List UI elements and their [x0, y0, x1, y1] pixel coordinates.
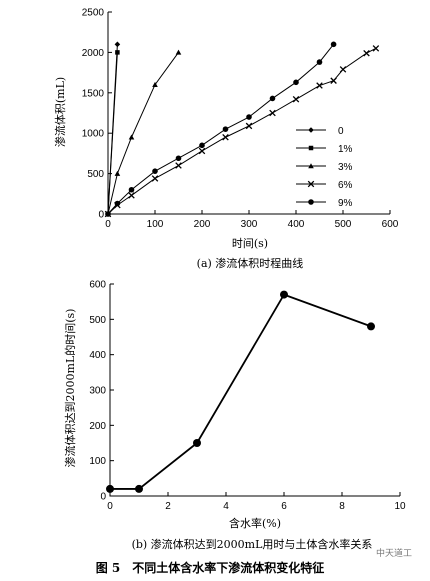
a-data-point	[128, 134, 135, 140]
a-data-point	[245, 122, 253, 130]
b-x-tick-label: 4	[223, 501, 229, 512]
chart-a-y-axis-label: 渗流体积(mL)	[53, 77, 67, 147]
legend-label: 9%	[338, 198, 353, 209]
b-data-point	[193, 439, 201, 447]
b-x-tick-label: 8	[339, 501, 345, 512]
a-y-tick-label: 1000	[82, 129, 105, 140]
b-data-point	[106, 484, 114, 493]
a-series-line	[107, 47, 377, 215]
watermark-text: 中天道工	[376, 547, 412, 559]
chart-b-series	[106, 290, 375, 493]
a-data-point	[222, 126, 229, 132]
a-x-tick-label: 600	[382, 219, 399, 230]
b-data-point	[135, 484, 143, 493]
a-data-point	[105, 211, 111, 217]
a-data-point	[175, 162, 182, 169]
a-data-point	[372, 45, 380, 52]
legend-marker	[308, 145, 314, 151]
chart-a: 0 100 200 300 400 500 60005001000150020002500 …	[53, 8, 399, 271]
chart-a-x-axis-label: 时间(s)	[232, 237, 268, 250]
a-data-point	[330, 77, 337, 84]
a-data-point	[175, 49, 182, 55]
a-series-9pct	[105, 41, 337, 217]
a-y-tick-label: 2500	[82, 8, 105, 19]
b-x-tick-label: 2	[165, 501, 171, 512]
a-y-tick-label: 1500	[82, 88, 105, 99]
chart-a-legend: 0 1% 3% 6% 9%	[296, 126, 353, 209]
a-data-point	[316, 59, 323, 65]
legend-label: 6%	[338, 180, 353, 191]
legend-marker	[307, 180, 315, 188]
a-data-point	[269, 95, 276, 102]
a-data-point	[114, 200, 121, 207]
b-x-tick-label: 6	[281, 501, 287, 512]
b-y-tick-label: 0	[100, 492, 106, 503]
chart-b-axes	[109, 284, 400, 497]
b-x-tick-label: 10	[394, 501, 406, 512]
b-series-main	[106, 290, 375, 493]
a-data-point	[175, 155, 182, 162]
chart-b-x-axis-label: 含水率(%)	[229, 516, 281, 530]
a-y-tick-label: 500	[87, 169, 104, 180]
b-y-tick-label: 400	[89, 350, 106, 361]
a-data-point	[363, 49, 370, 57]
chart-a-caption: (a) 渗流体积时程曲线	[197, 256, 304, 270]
b-axis-lines	[109, 284, 400, 497]
a-data-point	[151, 175, 159, 182]
a-data-point	[115, 50, 120, 55]
a-data-point	[293, 79, 299, 86]
a-series-3pct	[105, 49, 182, 217]
a-series-line	[107, 44, 334, 215]
a-x-tick-label: 300	[241, 219, 258, 230]
legend-marker	[308, 127, 314, 133]
a-x-tick-label: 0	[105, 219, 111, 230]
a-data-point	[292, 96, 300, 103]
a-data-point	[152, 168, 158, 174]
a-data-point	[152, 81, 158, 87]
b-data-point	[280, 290, 288, 299]
a-data-point	[128, 186, 135, 193]
legend-label: 3%	[338, 162, 353, 173]
a-x-tick-label: 400	[288, 219, 305, 230]
a-data-point	[339, 66, 347, 73]
a-y-tick-label: 0	[98, 210, 104, 221]
a-x-tick-label: 500	[335, 219, 352, 230]
legend-marker	[308, 163, 314, 169]
b-x-tick-label: 0	[107, 501, 113, 512]
a-data-point	[114, 170, 121, 176]
a-y-tick-label: 2000	[82, 48, 105, 59]
b-y-tick-label: 100	[89, 456, 106, 467]
a-series-6pct	[104, 45, 380, 218]
a-x-tick-label: 200	[194, 219, 211, 230]
a-data-point	[222, 133, 229, 141]
legend-label: 0	[338, 126, 344, 137]
a-data-point	[316, 82, 323, 89]
a-data-point	[128, 192, 135, 199]
b-y-tick-label: 200	[89, 421, 106, 432]
a-data-point	[198, 147, 206, 155]
b-series-line	[110, 293, 372, 490]
a-data-point	[199, 142, 205, 149]
b-y-tick-label: 600	[89, 280, 106, 291]
chart-b-caption: (b) 渗流体积达到2000mL用时与土体含水率关系	[132, 537, 373, 551]
chart-a-ticks: 0 100 200 300 400 500 600 0 500 1000 1500 2000 2500	[82, 8, 399, 231]
b-y-tick-label: 500	[89, 315, 106, 326]
a-data-point	[246, 114, 252, 120]
chart-b-y-axis-label: 渗流体积达到2000mL的时间(s)	[63, 309, 77, 468]
a-series-line	[107, 52, 179, 215]
a-data-point	[269, 109, 276, 117]
legend-marker	[308, 199, 314, 205]
a-x-tick-label: 100	[147, 219, 164, 230]
legend-label: 1%	[338, 144, 353, 155]
a-series-line	[107, 52, 118, 215]
a-data-point	[114, 41, 121, 48]
b-y-tick-label: 300	[89, 386, 106, 397]
chart-a-series	[104, 41, 380, 218]
b-data-point	[367, 322, 375, 331]
figure-title: 图 5 不同土体含水率下渗流体积变化特征	[96, 560, 325, 575]
a-data-point	[330, 41, 337, 48]
